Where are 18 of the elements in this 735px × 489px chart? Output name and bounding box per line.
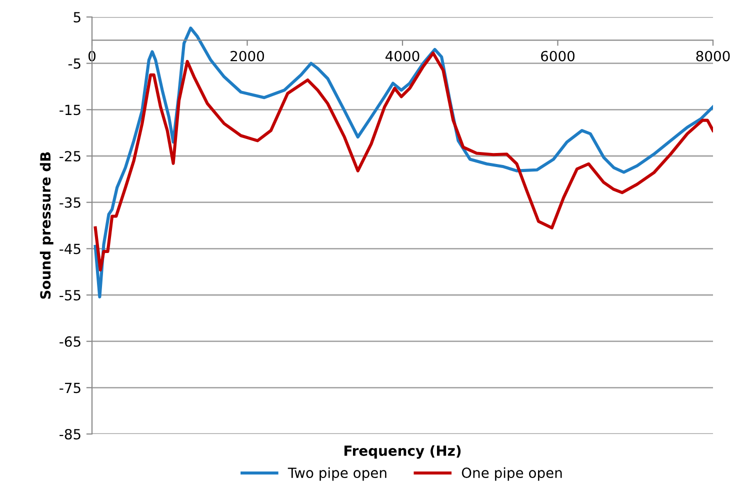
y-tick-label: -85 [60, 428, 80, 440]
legend-label: Two pipe open [288, 467, 386, 481]
x-axis-title: Frequency (Hz) [344, 445, 461, 459]
y-axis-title: Sound pressure dB [40, 152, 54, 299]
x-tick-label: 4000 [386, 50, 420, 62]
y-tick-label: -75 [60, 382, 80, 394]
x-tick-label: 6000 [541, 50, 574, 62]
y-tick-label: -15 [60, 104, 80, 116]
y-tick-label: -35 [60, 197, 80, 208]
y-tick-label: -55 [60, 290, 80, 300]
y-tick-label: -65 [60, 336, 80, 347]
y-tick-label: -5 [68, 58, 80, 69]
x-tick-label: 8000 [696, 50, 730, 62]
x-tick-label: 2000 [230, 50, 264, 62]
y-tick-label: -45 [60, 244, 80, 254]
y-tick-label: 5 [74, 12, 80, 22]
y-tick-label: -25 [60, 150, 80, 162]
legend-label: One pipe open [462, 467, 562, 481]
